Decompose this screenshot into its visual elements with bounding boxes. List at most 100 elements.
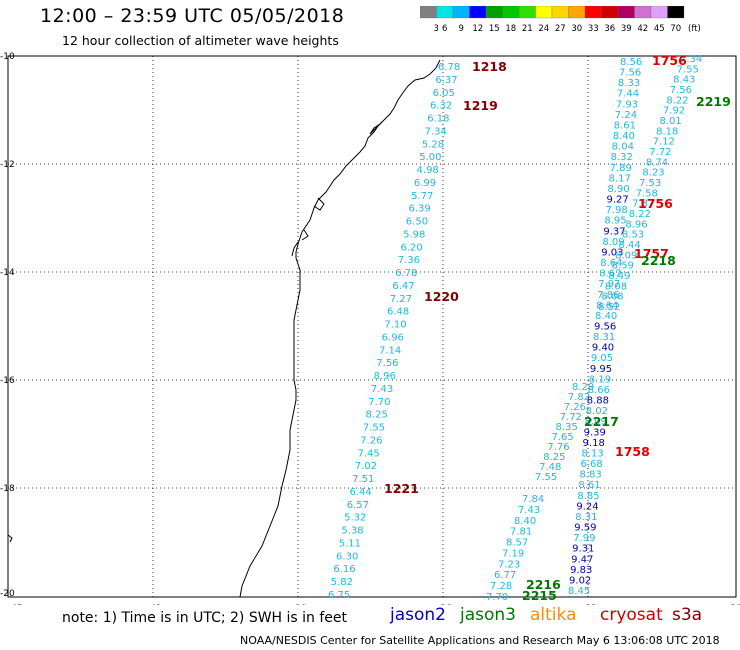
wave-height-value: 7.10 bbox=[384, 320, 406, 331]
map-subtitle: 12 hour collection of altimeter wave hei… bbox=[62, 33, 339, 48]
pass-number-label: 1221 bbox=[384, 481, 419, 496]
wave-height-value: 7.44 bbox=[617, 89, 639, 100]
wave-height-value: 8.64 bbox=[596, 300, 618, 311]
colorbar-tick: 33 bbox=[588, 24, 599, 34]
longitude-tick-label: -33 bbox=[582, 604, 597, 605]
wave-height-value: 6.99 bbox=[414, 178, 436, 189]
wave-height-value: 6.05 bbox=[433, 88, 455, 99]
wave-height-value: 7.27 bbox=[390, 294, 412, 305]
wave-height-value: 6.39 bbox=[408, 204, 430, 215]
wave-height-value: 9.56 bbox=[594, 322, 616, 333]
wave-height-value: 8.29 bbox=[572, 382, 594, 393]
colorbar-tick: 27 bbox=[555, 24, 566, 34]
pass-labels: 1218 1219 1220 1221 1756 1756 1757 1758 2219 2218… bbox=[384, 53, 731, 603]
wave-height-value: 7.36 bbox=[398, 255, 420, 266]
coastline-detail bbox=[7, 121, 383, 543]
colorbar-tick: 18 bbox=[505, 24, 516, 34]
wave-height-value: 5.82 bbox=[331, 577, 353, 588]
wave-height-value: 9.03 bbox=[601, 247, 623, 258]
wave-height-value: 8.33 bbox=[618, 78, 640, 89]
wave-height-value: 8.08 bbox=[601, 292, 623, 303]
note-text: note: 1) Time is in UTC; 2) SWH is in fe… bbox=[62, 610, 348, 626]
wave-height-value: 7.26 bbox=[360, 435, 382, 446]
colorbar-tick: 6 bbox=[442, 24, 447, 34]
colorbar-tick: 15 bbox=[489, 24, 500, 34]
map-frame bbox=[7, 55, 737, 598]
colorbar-tick: 36 bbox=[604, 24, 615, 34]
wave-height-value: 7.26 bbox=[564, 402, 586, 413]
wave-height-value: 8.17 bbox=[609, 173, 631, 184]
colorbar-tick: 30 bbox=[571, 24, 582, 34]
wave-height-value: 6.75 bbox=[328, 590, 350, 601]
wave-height-value: 7.99 bbox=[573, 533, 595, 544]
wave-height-value: 7.65 bbox=[551, 432, 573, 443]
wave-height-value: 8.40 bbox=[613, 131, 635, 142]
wave-height-value: 7.70 bbox=[486, 592, 508, 603]
wave-height-value: 8.85 bbox=[577, 491, 599, 502]
wave-height-value: 9.39 bbox=[584, 427, 606, 438]
wave-height-value: 6.30 bbox=[336, 551, 358, 562]
wave-height-value: 7.93 bbox=[616, 99, 638, 110]
wave-height-value: 8.02 bbox=[586, 406, 608, 417]
colorbar-tick: 70 bbox=[670, 24, 681, 34]
wave-height-value: 7.24 bbox=[615, 110, 637, 121]
wave-height-value: 8.44 bbox=[619, 240, 641, 251]
wave-height-value: 8.25 bbox=[543, 452, 565, 463]
longitude-tick-label: -30 bbox=[727, 604, 740, 605]
wave-height-value: 8.09 bbox=[585, 417, 607, 428]
wave-height-value: 7.76 bbox=[547, 442, 569, 453]
track-a: 6.78 6.37 6.05 6.32 6.187.34 5.28 5.00 4.98 6.99… bbox=[328, 62, 460, 601]
wave-height-value: 9.37 bbox=[603, 226, 625, 237]
wave-height-value: 6.96 bbox=[382, 332, 404, 343]
colorbar-tick: 39 bbox=[621, 24, 632, 34]
wave-height-value: 8.66 bbox=[588, 385, 610, 396]
wave-height-map: -45 -42 -39 -36 -33 -30 -10 -12 -14 -16 -18 -20 6.… bbox=[0, 52, 740, 605]
wave-height-value: 8.01 bbox=[660, 116, 682, 127]
track-d: 8.567.568.337.447.937.248.618.408.048.32… bbox=[568, 57, 642, 597]
wave-height-value: 7.56 bbox=[670, 85, 692, 96]
wave-height-value: 8.53 bbox=[622, 230, 644, 241]
wave-height-value: 7.98 bbox=[605, 205, 627, 216]
wave-height-value: 8.31 bbox=[575, 512, 597, 523]
wave-height-value: 7.56 bbox=[619, 68, 641, 79]
wave-height-value: 8.35 bbox=[556, 422, 578, 433]
wave-height-value: 8.95 bbox=[604, 216, 626, 227]
pass-number-label: 1756 bbox=[652, 53, 687, 68]
wave-height-value: 6.50 bbox=[406, 217, 428, 228]
wave-height-value: 8.90 bbox=[608, 184, 630, 195]
wave-height-value: 8.22 bbox=[629, 209, 651, 220]
wave-height-value: 8.52 bbox=[598, 302, 620, 313]
legend-s3a: s3a bbox=[672, 605, 703, 625]
latitude-tick-label: -10 bbox=[0, 52, 15, 62]
wave-height-value: 8.43 bbox=[673, 75, 695, 86]
wave-height-value: 6.20 bbox=[400, 242, 422, 253]
longitude-tick-label: -39 bbox=[292, 604, 307, 605]
pass-number-label: 1220 bbox=[424, 289, 459, 304]
wave-height-value: 8.18 bbox=[656, 126, 678, 137]
longitude-labels: -45 -42 -39 -36 -33 -30 bbox=[8, 604, 740, 605]
altimeter-tracks: 6.786.376.056.326.187.345.285.004.986.99… bbox=[328, 54, 702, 603]
wave-height-value: 7.55 bbox=[535, 472, 557, 483]
wave-height-value: 7.37 bbox=[632, 199, 654, 210]
colorbar-tick: 42 bbox=[637, 24, 648, 34]
wave-height-value: 7.19 bbox=[502, 548, 524, 559]
wave-height-value: 8.32 bbox=[611, 152, 633, 163]
wave-height-value: 7.34 bbox=[425, 126, 447, 137]
wave-height-value: 9.83 bbox=[570, 565, 592, 576]
wave-height-value: 8.59 bbox=[612, 261, 634, 272]
wave-height-value: 5.98 bbox=[403, 229, 425, 240]
wave-height-value: 8.96 bbox=[374, 371, 396, 382]
wave-height-value: 7.56 bbox=[376, 358, 398, 369]
wave-height-value: 6.44 bbox=[349, 487, 371, 498]
wave-height-value: 9.59 bbox=[574, 523, 596, 534]
wave-height-value: 8.45 bbox=[568, 586, 590, 597]
wave-height-value: 5.11 bbox=[339, 538, 361, 549]
colorbar-tick: 3 bbox=[434, 24, 439, 34]
wave-height-value: 8.96 bbox=[625, 219, 647, 230]
wave-height-value: 6.78 bbox=[438, 62, 460, 73]
wave-height-value: 8.08 bbox=[605, 281, 627, 292]
wave-height-value: 8.83 bbox=[579, 470, 601, 481]
pass-number-label: 1756 bbox=[638, 196, 673, 211]
colorbar-legend: 3 6 9 12 15 18 21 24 27 30 33 36 39 42 45 70 (ft) bbox=[420, 6, 701, 34]
wave-height-value: 9.47 bbox=[571, 554, 593, 565]
